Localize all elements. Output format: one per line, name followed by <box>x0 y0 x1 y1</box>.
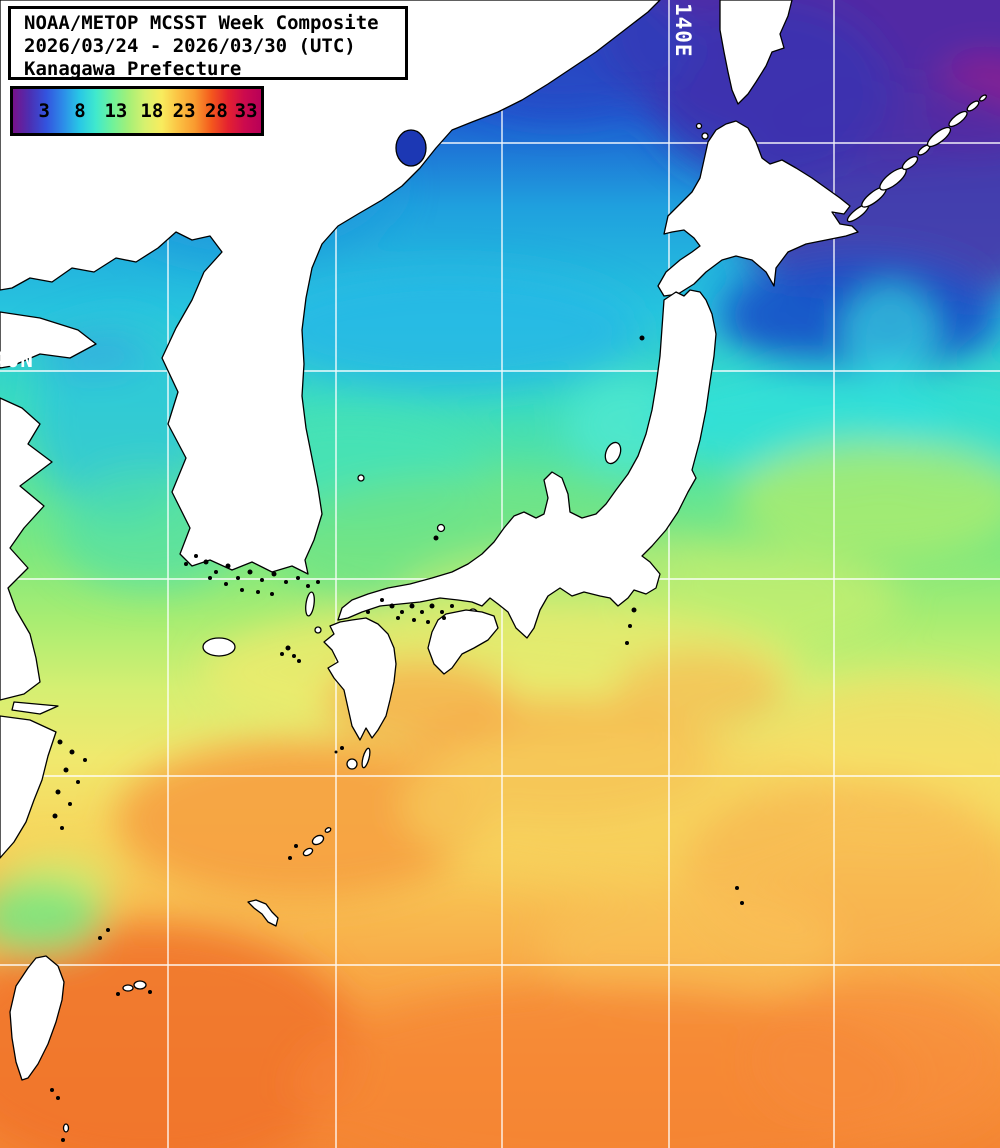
island-chongming <box>11 701 59 715</box>
colorbar-tick: 28 <box>204 100 228 122</box>
islands-kuril-chain <box>695 94 988 223</box>
landmass-shikoku <box>427 609 499 675</box>
island-iki <box>314 626 322 634</box>
islets-seto-inland-sea <box>366 598 454 624</box>
islands-oki <box>357 474 446 533</box>
colorbar-tick: 23 <box>172 100 196 122</box>
islands-ryukyu-white <box>62 827 332 1133</box>
landmass-taiwan <box>9 955 65 1081</box>
colorbar-tick: 3 <box>38 100 50 122</box>
landmass-china-coast-south <box>0 715 57 859</box>
title-box: NOAA/METOP MCSST Week Composite 2026/03/… <box>8 6 408 80</box>
colorbar-gradient <box>13 89 261 133</box>
landmass-china-coast-north <box>0 397 53 701</box>
landmass-sakhalin <box>719 0 793 105</box>
composite-period: 2026/03/24 - 2026/03/30 (UTC) <box>24 35 356 57</box>
island-jeju <box>202 637 236 657</box>
meridian-label-140e: 140E <box>671 3 695 58</box>
landmass-shandong <box>0 311 97 369</box>
temperature-colorbar: 3 8 13 18 23 28 33 <box>10 86 264 136</box>
colorbar-tick: 8 <box>74 100 86 122</box>
island-sado <box>604 441 622 465</box>
islets-korea-south-coast <box>184 554 320 663</box>
product-title: NOAA/METOP MCSST Week Composite <box>24 12 379 34</box>
landmass-kyushu <box>323 617 397 741</box>
landmass-honshu <box>337 289 717 639</box>
islands-south-of-kyushu <box>346 747 371 770</box>
islets-zhoushan <box>52 739 87 830</box>
region-name: Kanagawa Prefecture <box>24 58 242 80</box>
lake-khanka <box>395 129 427 167</box>
colorbar-tick: 18 <box>140 100 164 122</box>
landmass-hokkaido <box>657 120 859 297</box>
colorbar-tick: 13 <box>104 100 128 122</box>
landmass-ne-asia-korea <box>0 0 661 575</box>
island-tsushima <box>305 591 315 617</box>
islets-izu-chain <box>625 607 637 645</box>
colorbar-tick: 33 <box>234 100 258 122</box>
parallel-label-40n: 40N <box>0 348 34 372</box>
